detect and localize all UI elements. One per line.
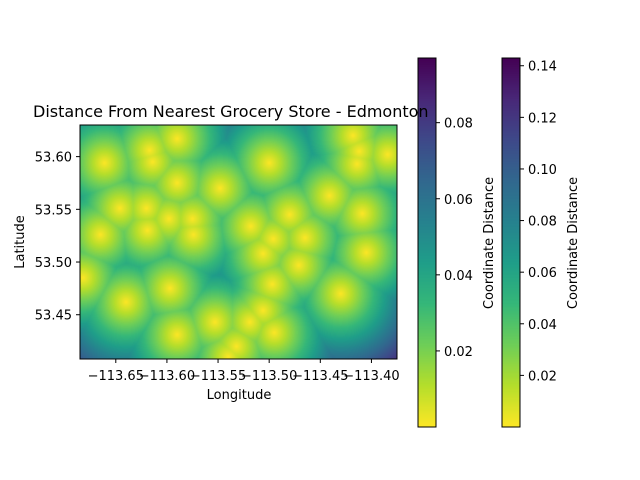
y-tick-label: 53.55 [35, 203, 72, 218]
colorbar-tick-label: 0.12 [528, 111, 557, 126]
x-axis-label: Longitude [207, 388, 272, 403]
colorbar-tick-label: 0.08 [444, 117, 473, 132]
x-tick-label: −113.45 [292, 369, 348, 384]
colorbar-tick-label: 0.02 [528, 369, 557, 384]
heatmap-area [80, 125, 397, 359]
colorbar-1-label: Coordinate Distance [482, 177, 497, 309]
y-tick-label: 53.45 [35, 309, 72, 324]
colorbar-tick-label: 0.14 [528, 60, 557, 75]
x-axis: −113.65−113.60−113.55−113.50−113.45−113.… [88, 359, 400, 384]
colorbar-1-ticks: 0.02 0.04 0.06 0.08 [436, 117, 473, 360]
x-tick-label: −113.55 [190, 369, 246, 384]
colorbar-2-label: Coordinate Distance [566, 177, 581, 309]
plot-frame [79, 124, 398, 360]
colorbar-1-gradient [418, 58, 436, 427]
colorbar-2-ticks: 0.02 0.04 0.06 0.08 0.10 0.12 0.14 [520, 60, 557, 384]
x-tick-label: −113.40 [343, 369, 399, 384]
colorbar-tick-label: 0.10 [528, 163, 557, 178]
chart-title: Distance From Nearest Grocery Store - Ed… [33, 102, 429, 121]
colorbar-2-frame [501, 57, 521, 428]
colorbar-2: 0.02 0.04 0.06 0.08 0.10 0.12 0.14 Coordinate … [501, 57, 581, 428]
y-tick-label: 53.50 [35, 256, 72, 271]
y-axis-label: Latitude [13, 215, 28, 269]
colorbar-1-frame [417, 57, 437, 428]
colorbar-tick-label: 0.06 [444, 193, 473, 208]
colorbar-tick-label: 0.08 [528, 215, 557, 230]
colorbar-tick-label: 0.04 [444, 269, 473, 284]
colorbar-1: 0.02 0.04 0.06 0.08 Coordinate Distance [417, 57, 497, 428]
x-tick-label: −113.65 [88, 369, 144, 384]
colorbar-2-gradient [502, 58, 520, 427]
y-tick-label: 53.60 [35, 151, 72, 166]
colorbar-tick-label: 0.02 [444, 345, 473, 360]
x-tick-label: −113.60 [139, 369, 195, 384]
colorbar-tick-label: 0.06 [528, 266, 557, 281]
colorbar-tick-label: 0.04 [528, 318, 557, 333]
y-axis: 53.45 53.50 53.55 53.60 [35, 151, 80, 324]
x-tick-label: −113.50 [241, 369, 297, 384]
heatmap-image [80, 125, 397, 359]
